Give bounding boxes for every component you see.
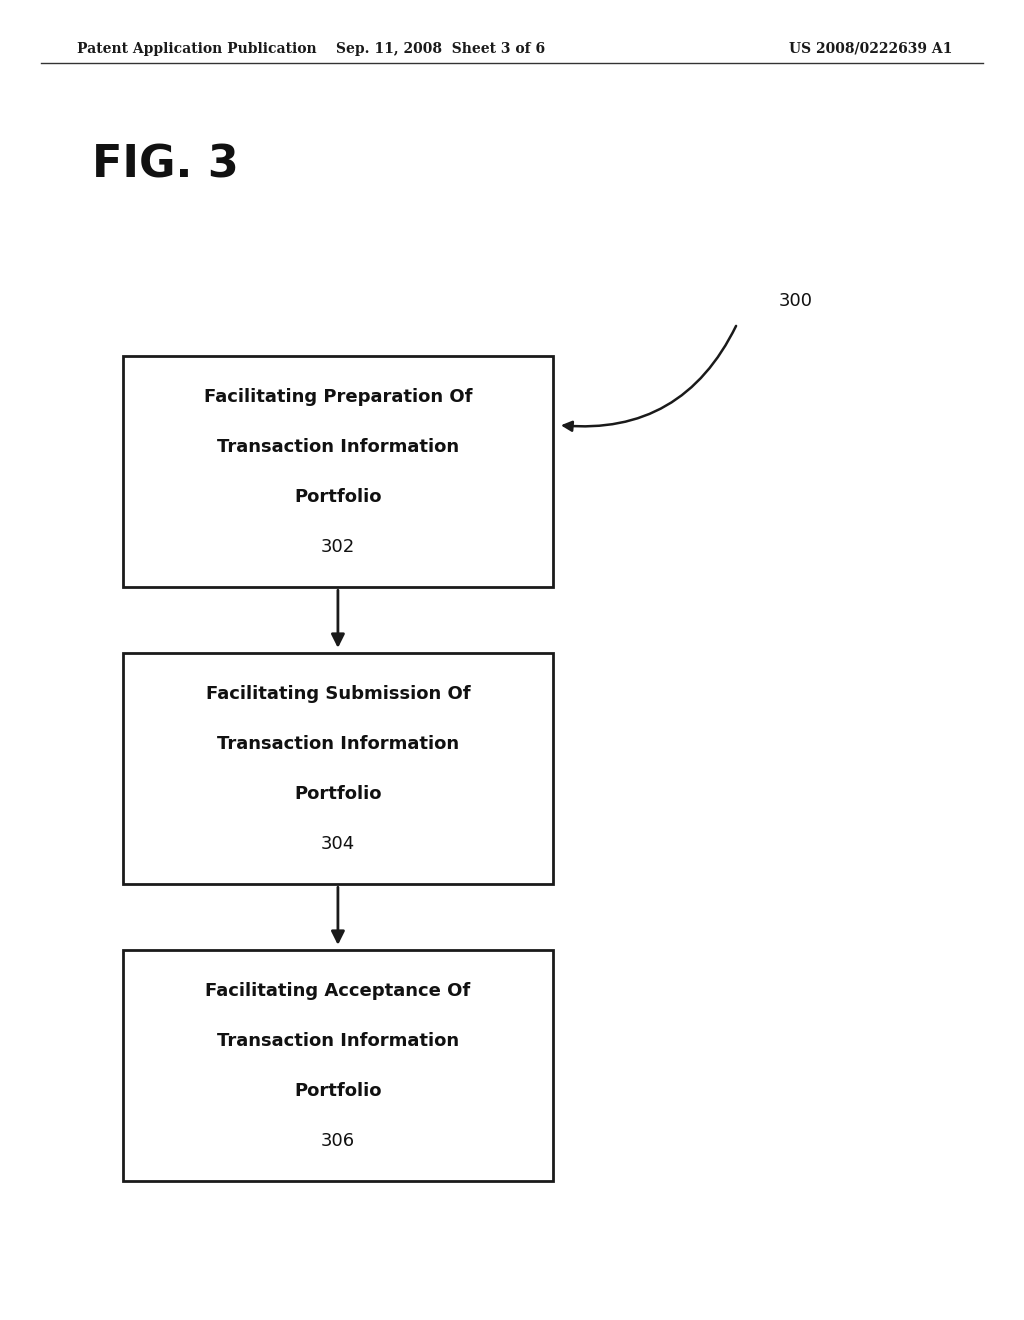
Text: 300: 300 bbox=[778, 292, 812, 310]
Text: Portfolio: Portfolio bbox=[294, 785, 382, 803]
Text: Transaction Information: Transaction Information bbox=[217, 1032, 459, 1049]
Text: Portfolio: Portfolio bbox=[294, 488, 382, 506]
Text: Portfolio: Portfolio bbox=[294, 1082, 382, 1100]
Text: Transaction Information: Transaction Information bbox=[217, 438, 459, 455]
Text: US 2008/0222639 A1: US 2008/0222639 A1 bbox=[788, 42, 952, 55]
Text: 302: 302 bbox=[321, 539, 355, 556]
Bar bbox=[123, 950, 553, 1181]
Text: FIG. 3: FIG. 3 bbox=[92, 144, 239, 186]
Text: Patent Application Publication: Patent Application Publication bbox=[77, 42, 316, 55]
Bar bbox=[123, 653, 553, 884]
Text: Facilitating Preparation Of: Facilitating Preparation Of bbox=[204, 388, 472, 405]
Text: Facilitating Acceptance Of: Facilitating Acceptance Of bbox=[205, 982, 471, 999]
Text: 304: 304 bbox=[321, 836, 355, 853]
Text: 306: 306 bbox=[321, 1133, 355, 1150]
Text: Transaction Information: Transaction Information bbox=[217, 735, 459, 752]
Bar bbox=[123, 356, 553, 587]
Text: Sep. 11, 2008  Sheet 3 of 6: Sep. 11, 2008 Sheet 3 of 6 bbox=[336, 42, 545, 55]
Text: Facilitating Submission Of: Facilitating Submission Of bbox=[206, 685, 470, 702]
